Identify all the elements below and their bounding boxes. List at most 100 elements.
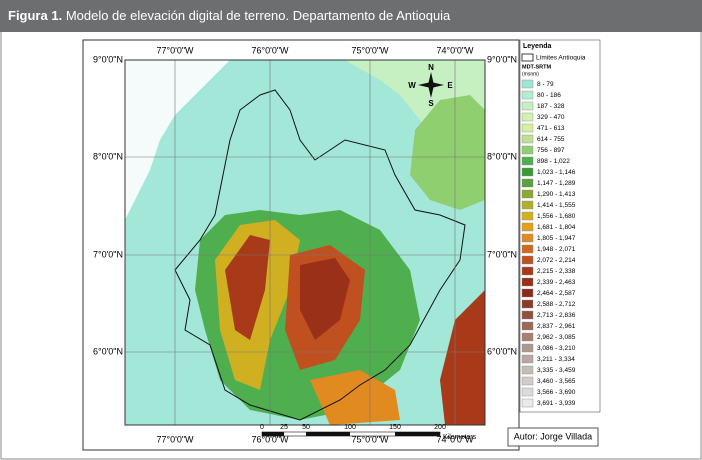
legend-label: 3,460 - 3,565 <box>537 378 576 385</box>
lat-label: 7°0'0"N <box>93 249 123 259</box>
legend-label: 1,805 - 1,947 <box>537 235 576 242</box>
legend-swatch <box>521 299 534 309</box>
legend-label: 2,713 - 2,836 <box>537 312 576 319</box>
compass-w: W <box>408 81 416 90</box>
compass-s: S <box>428 99 434 108</box>
legend-swatch <box>521 123 534 133</box>
author: Autor: Jorge Villada <box>514 431 592 441</box>
legend-label: 1,414 - 1,555 <box>537 202 576 209</box>
lon-label: 76°0'0"W <box>251 434 289 444</box>
legend-swatch <box>521 387 534 397</box>
map-body <box>125 60 485 425</box>
lon-label: 77°0'0"W <box>156 45 194 55</box>
lon-label: 76°0'0"W <box>251 45 289 55</box>
scale-bar-segment <box>262 432 284 436</box>
legend-label: 2,072 - 2,214 <box>537 257 576 264</box>
legend-swatch <box>521 200 534 210</box>
legend-swatch <box>521 365 534 375</box>
scale-label: 150 <box>389 424 401 431</box>
legend-swatch <box>521 178 534 188</box>
legend-label: 3,691 - 3,939 <box>537 400 576 407</box>
legend-label: 2,339 - 2,463 <box>537 279 576 286</box>
legend-label: 1,023 - 1,146 <box>537 169 576 176</box>
lat-label: 7°0'0"N <box>487 249 517 259</box>
central-high <box>300 258 350 340</box>
western-high <box>225 235 270 340</box>
legend-swatch <box>521 79 534 89</box>
legend-swatch <box>521 167 534 177</box>
map-neatline <box>124 59 486 426</box>
legend-label: 3,211 - 3,334 <box>537 356 575 363</box>
legend-swatch <box>521 343 534 353</box>
lat-label: 6°0'0"N <box>487 346 517 356</box>
legend-label: 329 - 470 <box>537 114 565 121</box>
lat-label: 6°0'0"N <box>93 346 123 356</box>
legend-unit: (msnm) <box>522 71 539 77</box>
scale-bar <box>261 431 441 437</box>
legend-label: 1,147 - 1,289 <box>537 180 576 187</box>
legend-swatch <box>521 398 534 408</box>
legend-swatch <box>521 376 534 386</box>
legend-label: 3,566 - 3,690 <box>537 389 576 396</box>
legend-label: 1,290 - 1,413 <box>537 191 576 198</box>
legend-swatch <box>521 288 534 298</box>
lon-label: 75°0'0"W <box>351 45 389 55</box>
legend-swatch <box>521 277 534 287</box>
legend-label: 80 - 186 <box>537 92 561 99</box>
legend-layer: MDT-SRTM <box>522 64 551 70</box>
legend-swatch <box>521 112 534 122</box>
eastern-range <box>440 290 485 425</box>
lon-label: 75°0'0"W <box>351 434 389 444</box>
legend-swatch <box>521 332 534 342</box>
lat-label: 8°0'0"N <box>93 151 123 161</box>
header-title: Modelo de elevación digital de terreno. … <box>66 8 451 23</box>
legend-label: 2,837 - 2,961 <box>537 323 576 330</box>
scale-bar-segment <box>306 432 350 436</box>
lon-label: 74°0'0"W <box>436 434 474 444</box>
legend-label: 2,962 - 3,085 <box>537 334 576 341</box>
southern-range <box>310 370 400 425</box>
legend-label: 187 - 328 <box>537 103 565 110</box>
legend-box <box>519 39 601 413</box>
legend-label: 2,588 - 2,712 <box>537 301 576 308</box>
legend-label: 3,086 - 3,210 <box>537 345 576 352</box>
scale-label: 0 <box>260 424 264 431</box>
legend-swatch <box>521 244 534 254</box>
legend-swatch <box>521 90 534 100</box>
scale-label: 100 <box>344 424 356 431</box>
legend-swatch <box>521 145 534 155</box>
scale-bar-segment <box>395 432 440 436</box>
legend-label: 2,215 - 2,338 <box>537 268 576 275</box>
lat-label: 8°0'0"N <box>487 151 517 161</box>
legend-label: 756 - 897 <box>537 147 565 154</box>
serrania <box>410 95 485 210</box>
compass-needle <box>418 82 444 88</box>
legend-swatch <box>521 134 534 144</box>
legend-swatch <box>521 233 534 243</box>
lat-label: 9°0'0"N <box>487 54 517 64</box>
antioquia-boundary <box>174 89 466 421</box>
legend-swatch <box>521 156 534 166</box>
legend-title: Leyenda <box>523 43 552 50</box>
legend-label: 471 - 613 <box>537 125 565 132</box>
scale-label: 50 <box>302 424 310 431</box>
legend-swatch <box>521 310 534 320</box>
legend-label: 1,556 - 1,680 <box>537 213 576 220</box>
lat-label: 9°0'0"N <box>93 54 123 64</box>
scale-unit: Kilometers <box>443 434 477 441</box>
lon-label: 74°0'0"W <box>436 45 474 55</box>
legend-swatch <box>521 266 534 276</box>
legend-label: 3,335 - 3,459 <box>537 367 576 374</box>
scale-label: 200 <box>434 424 446 431</box>
scale-label: 25 <box>280 424 288 431</box>
legend-boundary: Límites Antioquia <box>536 55 586 62</box>
legend-swatch <box>521 222 534 232</box>
legend-label: 898 - 1,022 <box>537 158 570 165</box>
legend-boundary-swatch <box>521 53 534 62</box>
compass: N S E W <box>408 63 453 108</box>
compass-n: N <box>428 63 434 72</box>
lon-label: 77°0'0"W <box>156 434 194 444</box>
legend-swatch <box>521 211 534 221</box>
